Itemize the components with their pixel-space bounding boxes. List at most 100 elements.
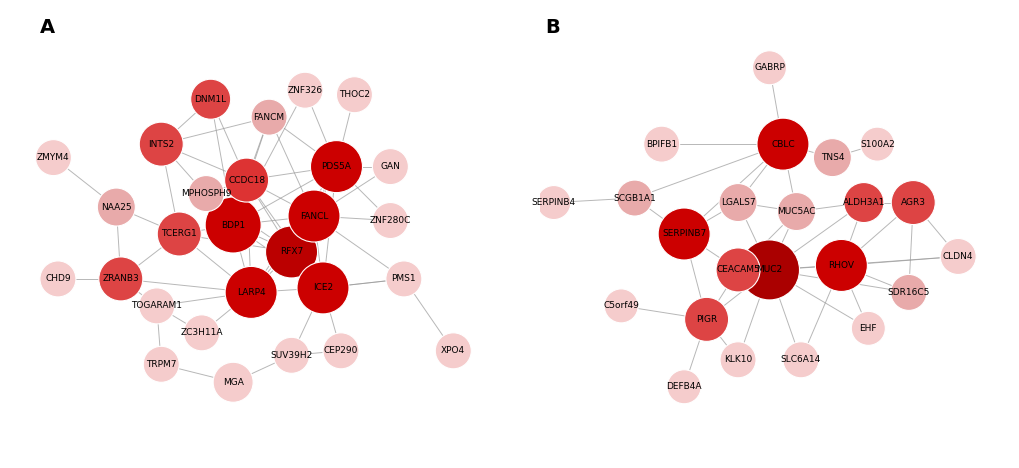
Ellipse shape xyxy=(183,315,219,351)
Ellipse shape xyxy=(776,192,814,231)
Text: CLDN4: CLDN4 xyxy=(942,252,972,261)
Text: FANCM: FANCM xyxy=(254,113,284,122)
Ellipse shape xyxy=(287,190,339,242)
Text: ZNF326: ZNF326 xyxy=(287,86,322,95)
Text: PIGR: PIGR xyxy=(695,315,716,324)
Ellipse shape xyxy=(890,274,926,310)
Ellipse shape xyxy=(851,311,884,345)
Text: EHF: EHF xyxy=(859,324,876,333)
Text: CEACAM5: CEACAM5 xyxy=(715,265,759,274)
Text: SCGB1A1: SCGB1A1 xyxy=(612,194,655,203)
Ellipse shape xyxy=(435,333,471,369)
Text: DEFB4A: DEFB4A xyxy=(665,382,701,391)
Ellipse shape xyxy=(752,51,786,85)
Text: TNS4: TNS4 xyxy=(820,153,844,162)
Text: RFX7: RFX7 xyxy=(279,248,303,256)
Ellipse shape xyxy=(336,77,372,113)
Ellipse shape xyxy=(684,297,728,341)
Text: RHOV: RHOV xyxy=(827,261,854,270)
Ellipse shape xyxy=(40,261,75,297)
Text: S100A2: S100A2 xyxy=(859,139,894,149)
Text: AGR3: AGR3 xyxy=(900,198,925,207)
Ellipse shape xyxy=(323,333,359,369)
Text: TCERG1: TCERG1 xyxy=(161,229,197,239)
Text: ALDH3A1: ALDH3A1 xyxy=(842,198,884,207)
Ellipse shape xyxy=(36,139,71,176)
Text: GAN: GAN xyxy=(380,162,399,171)
Ellipse shape xyxy=(205,197,261,253)
Ellipse shape xyxy=(310,140,362,193)
Text: MUC2: MUC2 xyxy=(756,265,782,274)
Ellipse shape xyxy=(891,181,934,225)
Ellipse shape xyxy=(372,203,408,239)
Text: ZNF280C: ZNF280C xyxy=(369,216,411,225)
Text: LARP4: LARP4 xyxy=(236,288,265,297)
Ellipse shape xyxy=(756,118,808,170)
Text: KLK10: KLK10 xyxy=(723,355,751,364)
Ellipse shape xyxy=(157,212,201,256)
Ellipse shape xyxy=(191,79,230,119)
Text: CBLC: CBLC xyxy=(770,139,794,149)
Text: BDP1: BDP1 xyxy=(221,220,245,229)
Text: ZMYM4: ZMYM4 xyxy=(37,153,69,162)
Ellipse shape xyxy=(859,127,894,161)
Text: CHD9: CHD9 xyxy=(45,274,70,284)
Text: B: B xyxy=(544,18,559,37)
Ellipse shape xyxy=(715,248,759,292)
Text: PDS5A: PDS5A xyxy=(321,162,352,171)
Ellipse shape xyxy=(99,257,143,301)
Text: SUV39H2: SUV39H2 xyxy=(270,351,313,360)
Ellipse shape xyxy=(372,149,408,184)
Ellipse shape xyxy=(666,370,700,404)
Text: SERPINB4: SERPINB4 xyxy=(531,198,576,207)
Ellipse shape xyxy=(140,122,183,166)
Ellipse shape xyxy=(536,185,571,219)
Text: NAA25: NAA25 xyxy=(101,203,131,212)
Text: TOGARAM1: TOGARAM1 xyxy=(131,301,182,310)
Text: ICE2: ICE2 xyxy=(313,284,333,292)
Text: A: A xyxy=(40,18,55,37)
Text: DNM1L: DNM1L xyxy=(195,95,226,104)
Text: MPHOSPH9: MPHOSPH9 xyxy=(180,189,231,198)
Ellipse shape xyxy=(297,262,348,314)
Text: ZRANB3: ZRANB3 xyxy=(102,274,139,284)
Ellipse shape xyxy=(286,72,323,108)
Text: LGALS7: LGALS7 xyxy=(720,198,755,207)
Ellipse shape xyxy=(843,183,883,223)
Ellipse shape xyxy=(643,126,679,162)
Text: SERPINB7: SERPINB7 xyxy=(661,229,705,239)
Ellipse shape xyxy=(139,288,174,324)
Text: FANCL: FANCL xyxy=(300,212,328,220)
Ellipse shape xyxy=(783,342,818,378)
Text: ZC3H11A: ZC3H11A xyxy=(180,329,223,337)
Text: PMS1: PMS1 xyxy=(391,274,416,284)
Ellipse shape xyxy=(385,261,422,297)
Text: SLC6A14: SLC6A14 xyxy=(781,355,820,364)
Ellipse shape xyxy=(265,226,317,278)
Ellipse shape xyxy=(143,346,179,382)
Text: CCDC18: CCDC18 xyxy=(228,176,265,184)
Text: TRPM7: TRPM7 xyxy=(146,360,176,369)
Ellipse shape xyxy=(273,337,309,373)
Ellipse shape xyxy=(657,208,709,260)
Ellipse shape xyxy=(224,158,268,202)
Text: THOC2: THOC2 xyxy=(338,90,370,99)
Text: INTS2: INTS2 xyxy=(148,139,174,149)
Text: XPO4: XPO4 xyxy=(441,346,465,355)
Ellipse shape xyxy=(225,266,277,318)
Text: MGA: MGA xyxy=(222,378,244,387)
Ellipse shape xyxy=(718,183,756,221)
Text: SDR16C5: SDR16C5 xyxy=(887,288,929,297)
Ellipse shape xyxy=(814,240,866,292)
Ellipse shape xyxy=(97,188,136,226)
Ellipse shape xyxy=(187,176,224,212)
Ellipse shape xyxy=(940,239,975,274)
Text: CEP290: CEP290 xyxy=(323,346,358,355)
Ellipse shape xyxy=(213,362,253,402)
Text: GABRP: GABRP xyxy=(753,63,785,72)
Ellipse shape xyxy=(251,99,286,135)
Text: BPIFB1: BPIFB1 xyxy=(645,139,677,149)
Text: MUC5AC: MUC5AC xyxy=(776,207,815,216)
Text: C5orf49: C5orf49 xyxy=(602,301,639,310)
Ellipse shape xyxy=(616,180,652,216)
